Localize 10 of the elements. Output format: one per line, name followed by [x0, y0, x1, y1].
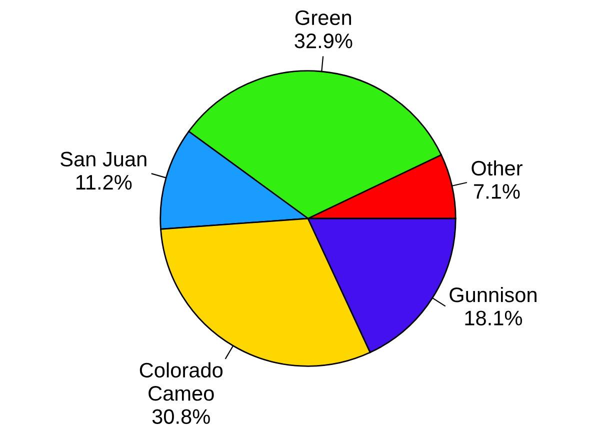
data-label: 32.9% [294, 34, 352, 48]
data-label: 18.1% [465, 310, 522, 326]
slice-label: Colorado Cameo [140, 362, 223, 401]
slice-label: Green [296, 10, 352, 26]
slice-label: Gunnison [450, 286, 536, 302]
slice-label: Other [472, 160, 522, 176]
data-label: 7.1% [474, 184, 520, 199]
data-label: 11.2% [76, 174, 132, 190]
data-label: 30.8% [152, 409, 210, 424]
slice-label: San Juan [60, 152, 146, 166]
